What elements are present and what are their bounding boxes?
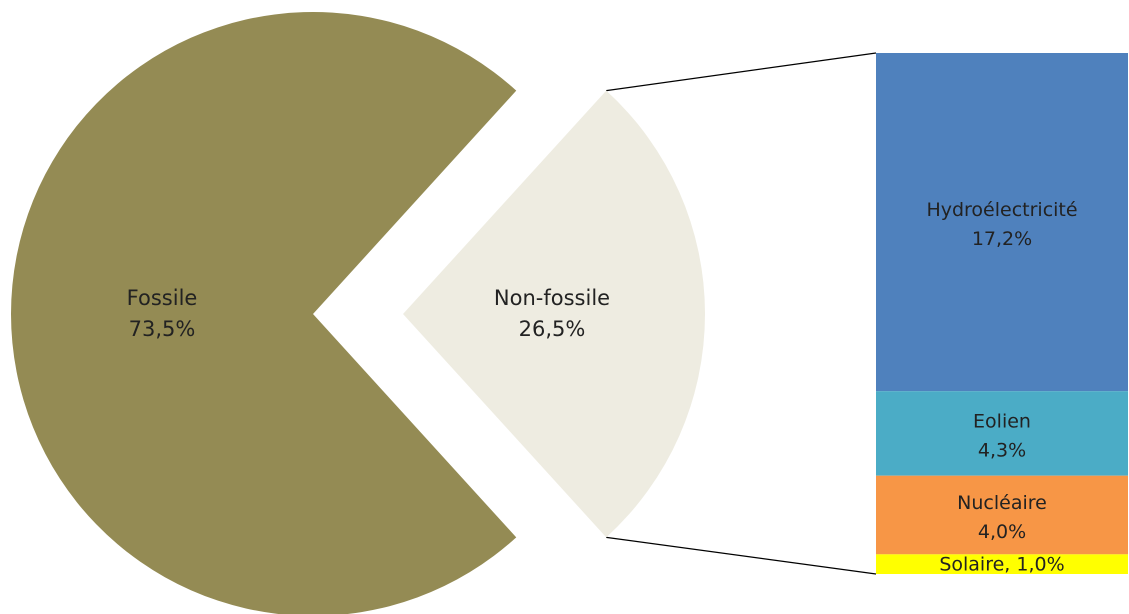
bar-label-solaire: Solaire, 1,0% [939,554,1064,576]
stacked-bar: Hydroélectricité 17,2% Eolien 4,3% Nucléaire… [876,53,1128,576]
pie: Fossile 73,5% Non-fossile 26,5% [11,12,706,614]
connector-line-bottom [606,536,877,575]
bar-segment-eolien [876,391,1128,476]
pie-value-non-fossile: 26,5% [519,317,586,341]
bar-value-nucleaire: 4,0% [978,521,1026,543]
pie-slice-non-fossile [403,90,706,538]
pie-label-non-fossile: Non-fossile [494,286,610,310]
bar-label-nucleaire: Nucléaire [957,492,1047,514]
pie-value-fossile: 73,5% [129,317,196,341]
pie-label-fossile: Fossile [127,286,198,310]
bar-segment-hydroelectricite [876,53,1128,392]
bar-label-hydroelectricite: Hydroélectricité [926,199,1077,221]
bar-value-eolien: 4,3% [978,439,1026,461]
connector-lines [606,52,877,575]
bar-label-eolien: Eolien [973,410,1031,432]
pie-slice-fossile [11,12,517,614]
bar-segment-nucleaire [876,475,1128,555]
connector-line-top [606,52,877,92]
bar-value-hydroelectricite: 17,2% [972,228,1032,250]
bar-segment-solaire [876,554,1128,574]
